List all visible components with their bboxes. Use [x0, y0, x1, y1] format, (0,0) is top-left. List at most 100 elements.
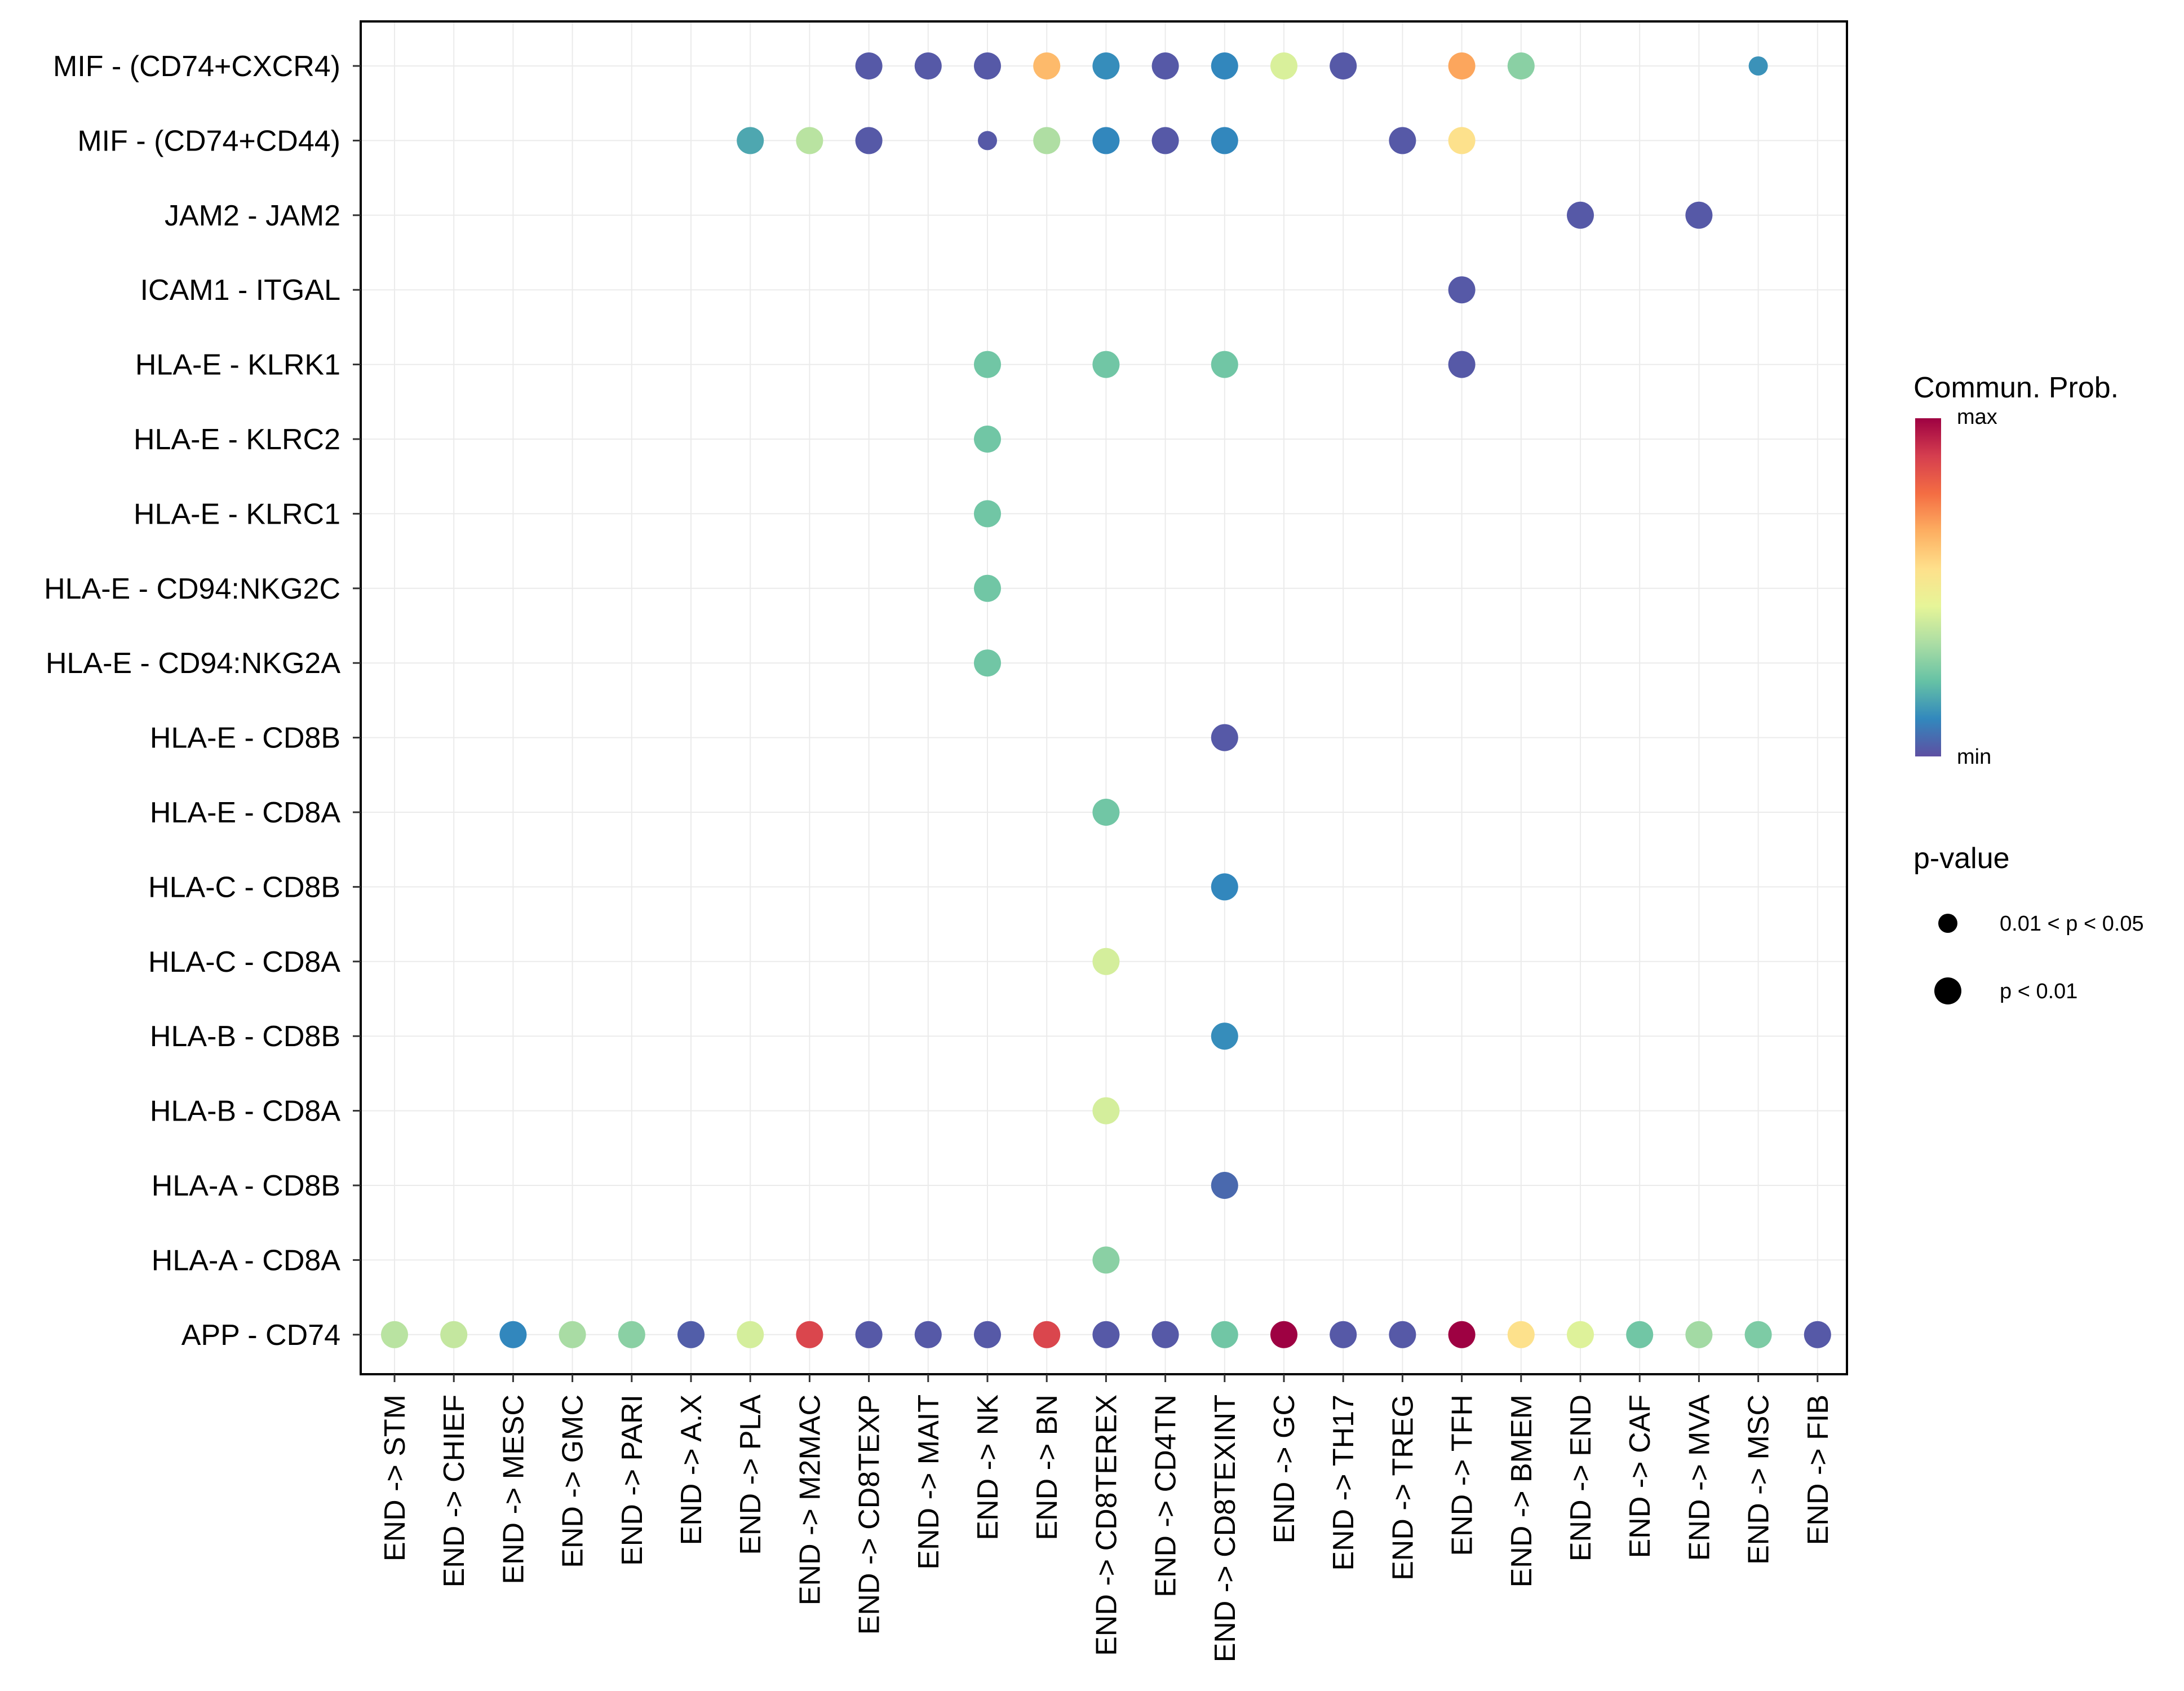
- data-point: [1448, 52, 1476, 79]
- size-legend-large-label: p < 0.01: [2000, 980, 2077, 1003]
- y-tick-label: HLA-C - CD8A: [148, 946, 340, 979]
- data-point: [974, 1321, 1001, 1348]
- data-point: [1092, 799, 1120, 826]
- y-tick-label: HLA-E - CD8A: [150, 796, 340, 829]
- y-tick-label: HLA-E - CD94:NKG2A: [46, 647, 340, 680]
- data-point: [1270, 1321, 1297, 1348]
- x-tick-label: END -> MSC: [1743, 1395, 1775, 1565]
- data-point: [974, 649, 1001, 677]
- colorbar: [1915, 418, 1941, 756]
- data-point: [1270, 52, 1297, 79]
- data-point: [1151, 1321, 1179, 1348]
- y-tick-label: HLA-A - CD8A: [152, 1244, 341, 1277]
- colorbar-max-label: max: [1957, 405, 1997, 429]
- x-tick-label: END -> MAIT: [912, 1395, 945, 1570]
- data-point: [1211, 724, 1238, 751]
- colorbar-min-label: min: [1957, 745, 1991, 769]
- x-tick-label: END -> CD8TEXINT: [1209, 1395, 1242, 1662]
- x-tick-label: END -> BMEM: [1505, 1395, 1538, 1587]
- data-point: [1211, 351, 1238, 378]
- x-tick-label: END -> CD8TEXP: [853, 1395, 886, 1635]
- y-tick-label: MIF - (CD74+CXCR4): [53, 50, 340, 83]
- data-point: [1685, 1321, 1713, 1348]
- data-point: [1330, 1321, 1357, 1348]
- y-tick-label: HLA-A - CD8B: [152, 1170, 340, 1202]
- data-point: [855, 52, 883, 79]
- data-point: [1092, 127, 1120, 154]
- x-tick-label: END -> CHIEF: [438, 1395, 471, 1587]
- x-tick-label: END -> CD4TN: [1150, 1395, 1182, 1597]
- data-point: [737, 1321, 764, 1348]
- x-tick-label: END -> MESC: [497, 1395, 530, 1584]
- data-point: [1092, 1321, 1120, 1348]
- y-tick-label: MIF - (CD74+CD44): [77, 125, 340, 157]
- plot-background: [361, 21, 1847, 1374]
- x-tick-label: END -> GC: [1268, 1395, 1301, 1543]
- x-tick-label: END -> MVA: [1683, 1395, 1716, 1561]
- data-point: [1744, 1321, 1772, 1348]
- y-tick-label: HLA-E - KLRK1: [135, 349, 340, 382]
- data-point: [1685, 201, 1713, 229]
- data-point: [1389, 127, 1416, 154]
- y-tick-label: HLA-C - CD8B: [148, 871, 340, 904]
- data-point: [1092, 1097, 1120, 1125]
- data-point: [1211, 1321, 1238, 1348]
- data-point: [1330, 52, 1357, 79]
- data-point: [914, 52, 942, 79]
- data-point: [1211, 52, 1238, 79]
- y-tick-label: HLA-E - CD94:NKG2C: [44, 573, 340, 605]
- data-point: [1211, 873, 1238, 901]
- size-legend-small-dot: [1938, 914, 1957, 933]
- data-point: [499, 1321, 527, 1348]
- color-legend: Commun. Prob. max min: [1913, 371, 2119, 769]
- grid-lines: [361, 21, 1847, 1374]
- data-point: [1151, 52, 1179, 79]
- data-point: [974, 52, 1001, 79]
- x-tick-label: END -> STM: [379, 1395, 411, 1561]
- data-point: [1211, 1172, 1238, 1199]
- data-point: [1448, 351, 1476, 378]
- plot-border: [360, 20, 1848, 1375]
- x-tick-label: END -> GMC: [557, 1395, 590, 1568]
- data-point: [677, 1321, 705, 1348]
- data-points: [381, 52, 1831, 1348]
- data-point: [1033, 127, 1061, 154]
- data-point: [1448, 1321, 1476, 1348]
- y-tick-label: HLA-B - CD8B: [150, 1020, 340, 1053]
- x-tick-label: END -> PARI: [616, 1395, 649, 1566]
- data-point: [1448, 127, 1476, 154]
- data-point: [1507, 1321, 1535, 1348]
- y-tick-label: HLA-E - KLRC1: [134, 498, 340, 530]
- x-tick-label: END -> END: [1565, 1395, 1597, 1561]
- data-point: [796, 127, 823, 154]
- x-tick-label: END -> TFH: [1446, 1395, 1479, 1556]
- data-point: [1211, 1022, 1238, 1050]
- y-axis: MIF - (CD74+CXCR4) MIF - (CD74+CD44) JAM2 …: [44, 50, 361, 1352]
- data-point: [974, 351, 1001, 378]
- data-point: [796, 1321, 823, 1348]
- data-point: [618, 1321, 645, 1348]
- data-point: [1092, 52, 1120, 79]
- size-legend-large-dot: [1934, 977, 1961, 1004]
- size-legend: p-value 0.01 < p < 0.05 p < 0.01: [1913, 842, 2144, 1004]
- x-tick-label: END -> M2MAC: [794, 1395, 826, 1605]
- data-point: [440, 1321, 468, 1348]
- y-tick-label: HLA-E - KLRC2: [134, 423, 340, 456]
- y-tick-label: JAM2 - JAM2: [165, 200, 340, 232]
- x-tick-label: END -> FIB: [1802, 1395, 1835, 1545]
- x-axis: END -> STM END -> CHIEF END -> MESC END -> …: [379, 1374, 1835, 1662]
- color-legend-title: Commun. Prob.: [1913, 371, 2119, 404]
- data-point: [855, 1321, 883, 1348]
- data-point: [1092, 351, 1120, 378]
- x-tick-label: END -> CAF: [1624, 1395, 1656, 1558]
- x-tick-label: END -> PLA: [734, 1395, 767, 1555]
- data-point: [1567, 1321, 1594, 1348]
- data-point: [1033, 52, 1061, 79]
- x-tick-label: END -> NK: [972, 1395, 1004, 1541]
- data-point: [1389, 1321, 1416, 1348]
- size-legend-small-label: 0.01 < p < 0.05: [2000, 912, 2144, 936]
- x-tick-label: END -> A.X: [675, 1395, 708, 1545]
- data-point: [974, 426, 1001, 453]
- x-tick-label: END -> CD8TEREX: [1090, 1395, 1123, 1656]
